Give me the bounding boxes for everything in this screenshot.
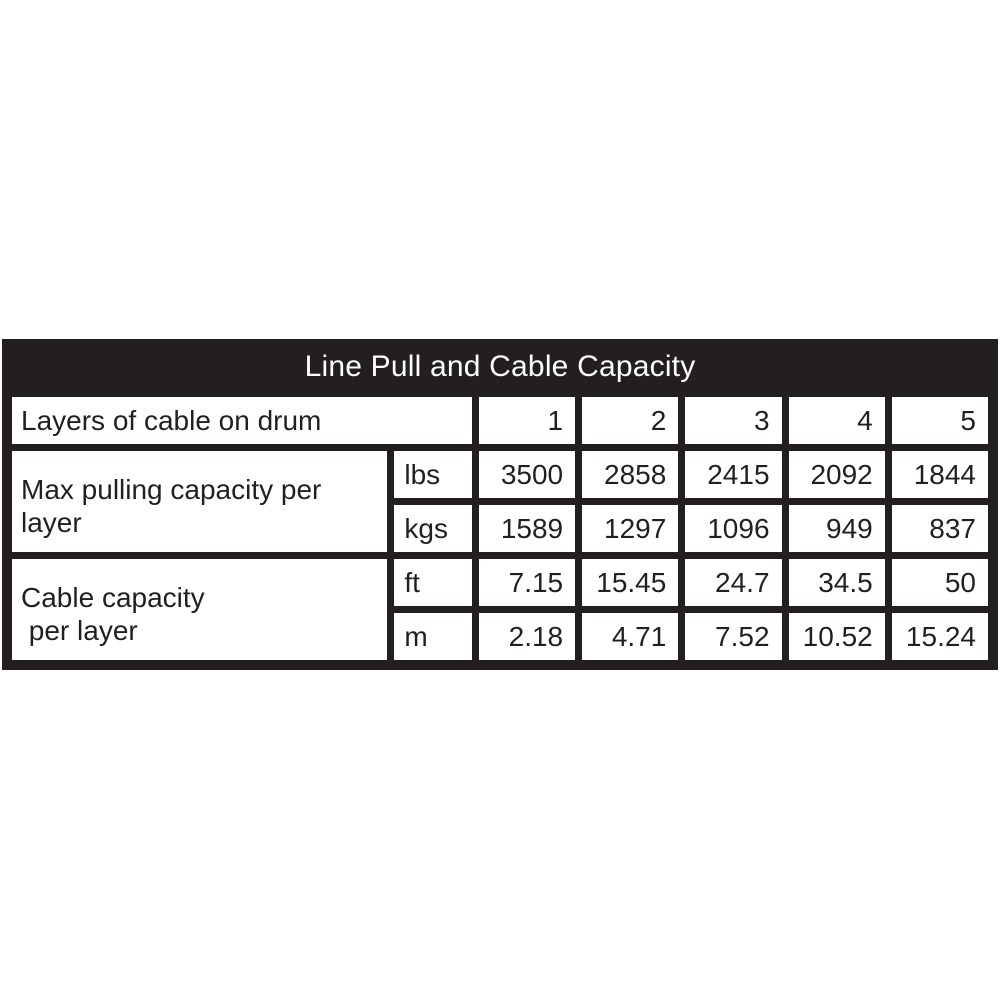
row-header-cable-capacity: Cable capacity per layer bbox=[4, 552, 395, 667]
cable-m-layer5: 15.24 bbox=[884, 606, 996, 667]
table-row-max-pull-kgs: kgs 1589 1297 1096 949 837 bbox=[9, 498, 996, 559]
cable-m-layer4: 10.52 bbox=[781, 606, 892, 667]
layer-5-cell: 5 bbox=[884, 390, 996, 451]
max-pull-lbs-layer5: 1844 bbox=[884, 444, 996, 505]
max-pull-lbs-layer2: 2858 bbox=[575, 444, 686, 505]
line-pull-capacity-table: Line Pull and Cable Capacity Layers of c… bbox=[2, 339, 998, 670]
table-row-cable-capacity-m: m 2.18 4.71 7.52 10.52 15.24 bbox=[9, 606, 996, 667]
cable-ft-layer3: 24.7 bbox=[678, 552, 789, 613]
max-pull-kgs-layer5: 837 bbox=[884, 498, 996, 559]
table-title: Line Pull and Cable Capacity bbox=[304, 350, 696, 383]
layer-4-cell: 4 bbox=[781, 390, 892, 451]
cable-ft-layer4: 34.5 bbox=[781, 552, 892, 613]
layer-3-cell: 3 bbox=[678, 390, 789, 451]
table-row-cable-capacity-ft: Cable capacity per layer ft 7.15 15.45 2… bbox=[4, 552, 996, 667]
max-pull-lbs-layer3: 2415 bbox=[678, 444, 789, 505]
cable-m-layer1: 2.18 bbox=[471, 606, 583, 667]
unit-kgs-cell: kgs bbox=[387, 498, 479, 559]
max-pull-lbs-layer1: 3500 bbox=[471, 444, 583, 505]
cable-ft-layer5: 50 bbox=[884, 552, 996, 613]
layer-2-cell: 2 bbox=[575, 390, 686, 451]
unit-lbs-cell: lbs bbox=[387, 444, 479, 505]
layer-1-cell: 1 bbox=[471, 390, 583, 451]
max-pull-kgs-layer4: 949 bbox=[781, 498, 892, 559]
row-header-layers-of-cable: Layers of cable on drum bbox=[5, 390, 479, 451]
cable-m-layer2: 4.71 bbox=[575, 606, 686, 667]
max-pull-lbs-layer4: 2092 bbox=[781, 444, 892, 505]
max-pull-kgs-layer3: 1096 bbox=[678, 498, 789, 559]
spec-table: Layers of cable on drum 1 2 3 4 5 Max pu… bbox=[4, 390, 996, 667]
cable-ft-layer1: 7.15 bbox=[471, 552, 583, 613]
unit-ft-cell: ft bbox=[387, 552, 479, 613]
max-pull-kgs-layer1: 1589 bbox=[471, 498, 583, 559]
cable-ft-layer2: 15.45 bbox=[575, 552, 686, 613]
cable-m-layer3: 7.52 bbox=[678, 606, 789, 667]
table-row-max-pull-lbs: Max pulling capacity per layer lbs 3500 … bbox=[4, 444, 996, 559]
unit-m-cell: m bbox=[387, 606, 479, 667]
table-row-layers: Layers of cable on drum 1 2 3 4 5 bbox=[5, 390, 996, 451]
row-header-max-pulling-capacity: Max pulling capacity per layer bbox=[4, 444, 395, 559]
max-pull-kgs-layer2: 1297 bbox=[575, 498, 686, 559]
